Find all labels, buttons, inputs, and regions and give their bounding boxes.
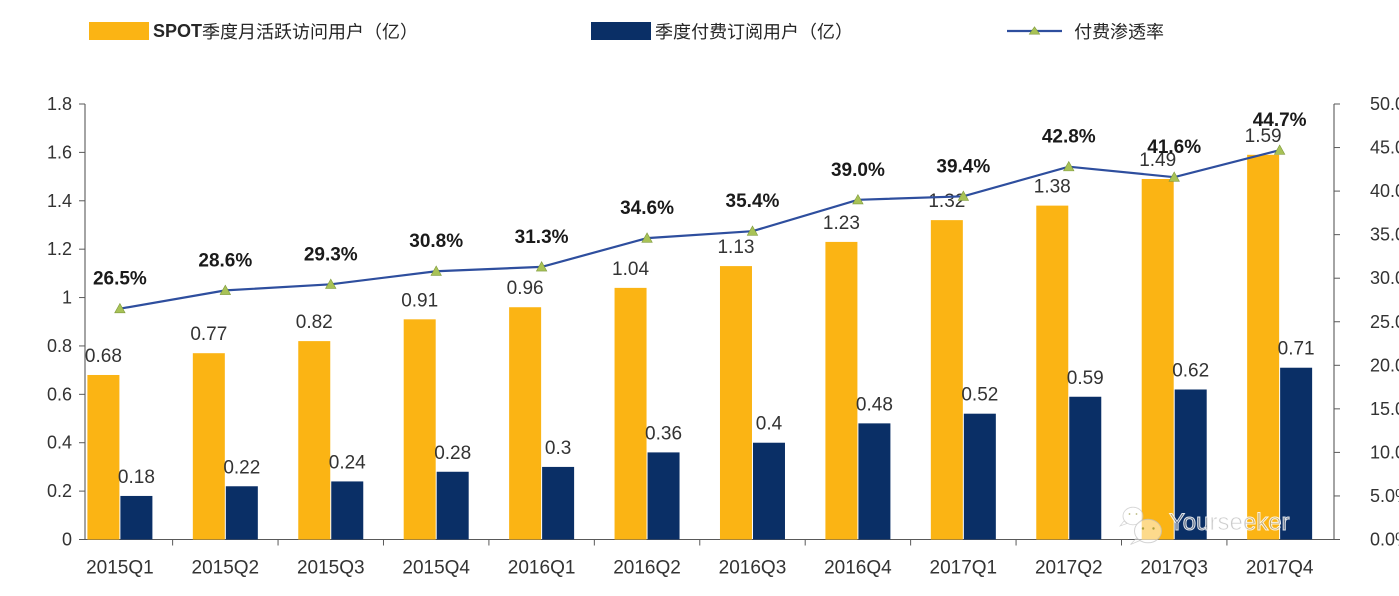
svg-text:Yourseeker: Yourseeker xyxy=(1169,509,1290,536)
